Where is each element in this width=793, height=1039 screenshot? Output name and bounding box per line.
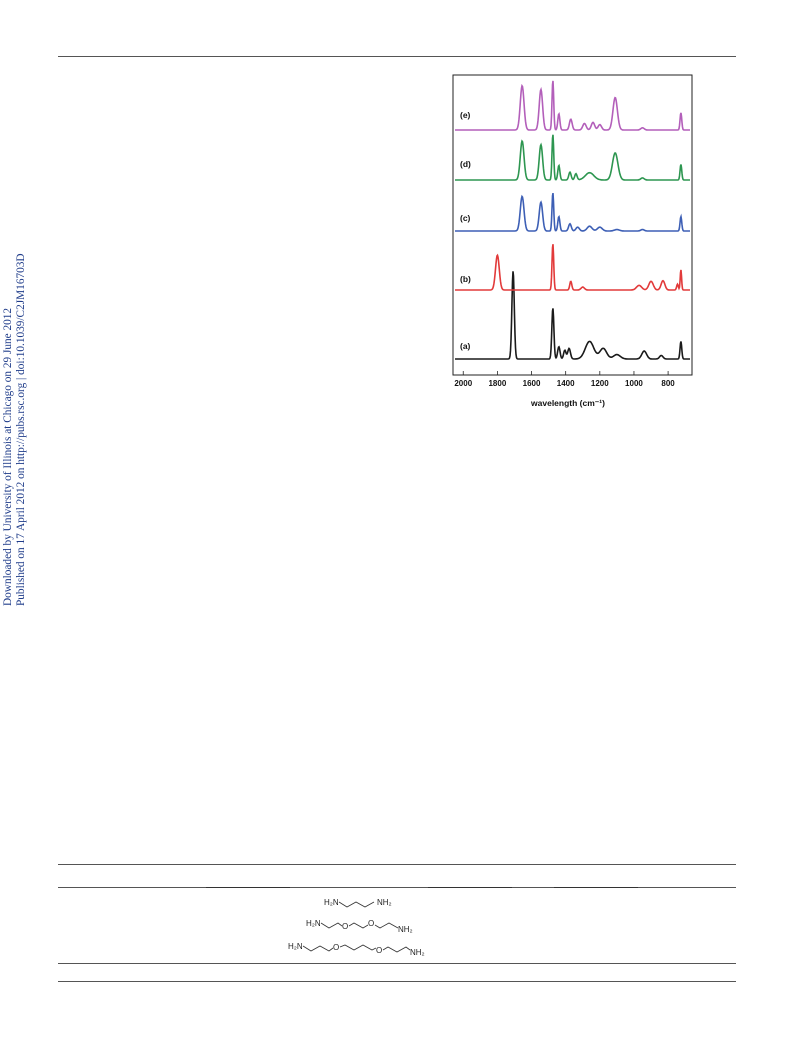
x-tick-label: 1000	[625, 379, 643, 388]
series-label: (b)	[460, 274, 471, 284]
table-column-rule	[206, 887, 290, 888]
header-rule	[58, 56, 736, 57]
ir-spectra-figure: (a) (b) (c) (d) (e) 2000 1800 1600 1400 1200 1000…	[450, 72, 695, 417]
x-tick-label: 1800	[488, 379, 506, 388]
table-column-rule	[428, 887, 512, 888]
diamine-structures: H₂N NH₂ H₂N O O NH₂ H₂N O O	[280, 892, 450, 967]
diamine-structure-3: H₂N O O NH₂	[288, 942, 425, 957]
plot-frame	[452, 74, 693, 376]
structure-1-right-amine: NH₂	[377, 898, 392, 907]
structure-2-right-amine: NH₂	[398, 925, 413, 934]
structure-3-oxygen-2: O	[376, 946, 382, 955]
structure-3-right-amine: NH₂	[410, 948, 425, 957]
x-tick-label: 1200	[591, 379, 609, 388]
footer-rule	[58, 981, 736, 982]
structure-2-oxygen-1: O	[342, 922, 348, 931]
diamine-structure-1: H₂N NH₂	[324, 898, 392, 908]
table-header-rule	[58, 887, 736, 888]
table-bottom-rule	[58, 963, 736, 964]
series-label: (a)	[460, 341, 471, 351]
structure-2-left-amine: H₂N	[306, 919, 321, 928]
structure-2-oxygen-2: O	[368, 919, 374, 928]
series-label: (c)	[460, 213, 471, 223]
diamine-structure-2: H₂N O O NH₂	[306, 919, 413, 934]
table-top-rule	[58, 864, 736, 865]
structure-1-left-amine: H₂N	[324, 898, 339, 907]
spectrum-line-e	[455, 80, 690, 131]
x-tick-label: 800	[661, 379, 675, 388]
spectrum-line-c	[455, 192, 690, 232]
structure-3-oxygen-1: O	[333, 943, 339, 952]
spectrum-line-b	[455, 244, 690, 291]
x-axis-label: wavelength (cm⁻¹)	[530, 398, 605, 408]
table-column-rule	[554, 887, 638, 888]
download-notice: Downloaded by University of Illinois at …	[2, 253, 28, 606]
x-tick-label: 1600	[523, 379, 541, 388]
ir-spectra-chart: (a) (b) (c) (d) (e) 2000 1800 1600 1400 1200 1000…	[452, 74, 693, 408]
series-label: (e)	[460, 110, 471, 120]
series-label: (d)	[460, 159, 471, 169]
x-tick-label: 2000	[454, 379, 472, 388]
spectrum-line-d	[455, 134, 690, 181]
x-tick-label: 1400	[557, 379, 575, 388]
download-notice-line2: Published on 17 April 2012 on http://pub…	[15, 253, 27, 606]
diamine-structures-svg: H₂N NH₂ H₂N O O NH₂ H₂N O O	[288, 898, 425, 957]
structure-3-left-amine: H₂N	[288, 942, 303, 951]
spectrum-line-a	[455, 271, 690, 360]
download-notice-line1: Downloaded by University of Illinois at …	[2, 307, 14, 606]
